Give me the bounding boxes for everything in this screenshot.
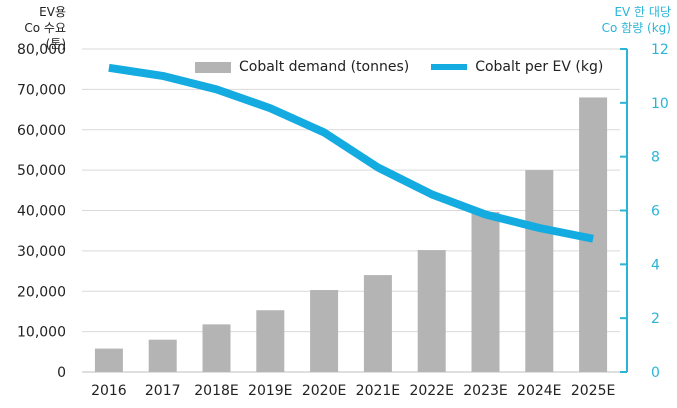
bar-2018E [202,324,231,372]
right-tick-label: 0 [651,365,660,381]
bar-2020E [310,290,339,372]
left-tick-label: 10,000 [17,325,66,341]
right-tick-label: 6 [651,204,660,220]
left-axis-title: EV용 Co 수요 (톤) [6,4,66,52]
left-tick-label: 30,000 [17,244,66,260]
left-axis-title-line2: Co 수요 (톤) [24,21,66,51]
x-tick-label: 2024E [517,383,561,399]
left-tick-label: 40,000 [17,204,66,220]
right-tick-label: 12 [651,42,669,58]
x-tick-label: 2025E [571,383,615,399]
right-tick-label: 10 [651,96,669,112]
legend-swatch-line [431,64,468,70]
legend: Cobalt demand (tonnes) Cobalt per EV (kg… [195,59,603,75]
x-tick-label: 2021E [356,383,400,399]
bar-2021E [363,275,392,372]
bar-2019E [256,310,285,372]
left-tick-label: 0 [57,365,66,381]
left-tick-label: 80,000 [17,42,66,58]
x-tick-label: 2018E [194,383,238,399]
left-tick-label: 60,000 [17,123,66,139]
right-axis-title: EV 한 대당 Co 함량 (kg) [561,4,671,36]
x-tick-label: 2017 [145,383,181,399]
series-line-cobalt-per-ev [108,63,594,243]
legend-swatch-bar [195,61,231,73]
legend-label-bar: Cobalt demand (tonnes) [239,59,410,75]
right-axis-title-line2: Co 함량 (kg) [601,21,671,35]
x-tick-label: 2023E [463,383,507,399]
bar-2022E [417,250,446,372]
bar-2016 [94,348,123,372]
left-tick-label: 20,000 [17,284,66,300]
right-axis-title-line1: EV 한 대당 [614,5,671,19]
x-tick-label: 2016 [91,383,127,399]
x-tick-label: 2019E [248,383,292,399]
legend-label-line: Cobalt per EV (kg) [475,59,604,75]
left-tick-label: 50,000 [17,163,66,179]
right-tick-label: 4 [651,257,660,273]
x-tick-label: 2022E [409,383,453,399]
x-tick-label: 2020E [302,383,346,399]
bar-2023E [471,212,500,372]
left-tick-label: 70,000 [17,82,66,98]
left-axis-title-line1: EV용 [39,5,66,19]
right-tick-label: 2 [651,311,660,327]
bar-2024E [525,170,554,372]
bar-2017 [148,339,177,372]
right-tick-label: 8 [651,150,660,166]
